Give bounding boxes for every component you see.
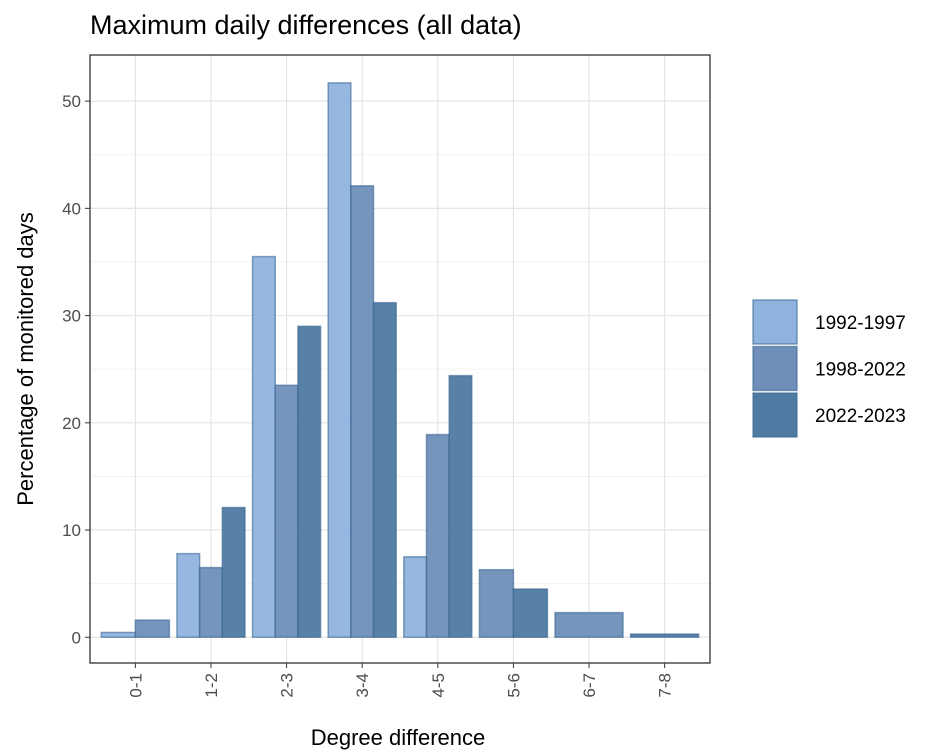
y-tick-label: 30 <box>62 307 81 326</box>
legend-label: 1998-2022 <box>815 360 906 381</box>
x-axis-title: Degree difference <box>311 725 486 750</box>
x-tick-label: 6-7 <box>580 673 599 698</box>
panel-border <box>89 54 711 664</box>
x-tick-label: 0-1 <box>126 673 145 698</box>
legend-label: 2022-2023 <box>815 406 906 427</box>
legend-key <box>752 299 798 345</box>
bar <box>176 552 201 639</box>
bar <box>297 325 322 639</box>
y-tick-label: 20 <box>62 414 81 433</box>
y-tick-label: 0 <box>72 628 81 647</box>
bar <box>134 619 171 639</box>
x-tick-label: 2-3 <box>278 673 297 698</box>
bar <box>448 374 473 639</box>
bar <box>251 255 276 639</box>
axes: 0 10 20 30 40 50 0-1 1-2 2-3 3-4 4-5 5-6 6-7 7-8 <box>62 92 675 697</box>
y-tick-label: 10 <box>62 521 81 540</box>
y-tick-label: 50 <box>62 92 81 111</box>
x-tick-label: 1-2 <box>202 673 221 698</box>
legend-key <box>752 392 798 438</box>
bar <box>478 568 515 639</box>
bar <box>512 588 549 639</box>
bar <box>629 633 700 639</box>
x-tick-label: 5-6 <box>504 673 523 698</box>
legend-label: 1992-1997 <box>815 313 906 334</box>
x-tick-label: 7-8 <box>656 673 675 698</box>
bar <box>425 433 450 639</box>
bar <box>372 301 397 639</box>
legend: 1992-1997 1998-2022 2022-2023 <box>752 299 906 438</box>
bar <box>221 506 246 639</box>
bar <box>274 384 299 639</box>
bar <box>403 556 428 639</box>
bar <box>100 631 137 639</box>
x-tick-label: 4-5 <box>429 673 448 698</box>
legend-key <box>752 345 798 392</box>
bars <box>100 82 700 639</box>
bar <box>554 611 624 639</box>
bar <box>350 185 375 639</box>
bar <box>198 566 224 639</box>
bar <box>327 82 352 639</box>
x-tick-label: 3-4 <box>353 673 372 698</box>
chart-title: Maximum daily differences (all data) <box>90 10 522 40</box>
y-axis-title: Percentage of monitored days <box>13 212 38 506</box>
y-tick-label: 40 <box>62 199 81 218</box>
